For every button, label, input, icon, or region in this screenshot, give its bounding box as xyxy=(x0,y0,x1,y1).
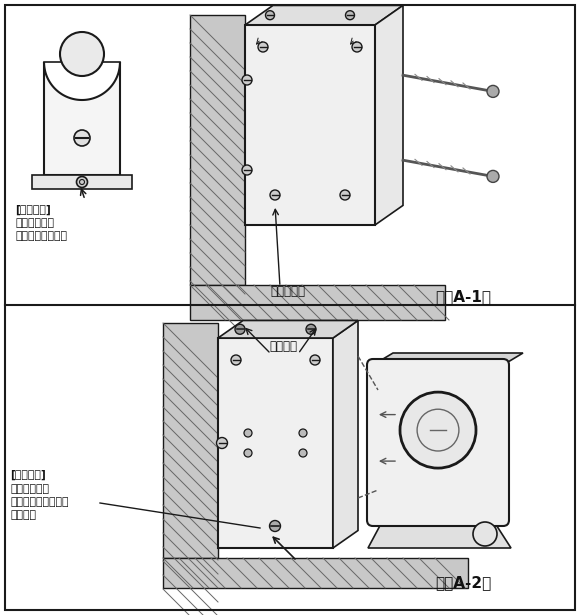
Circle shape xyxy=(400,392,476,468)
Bar xyxy=(190,15,245,285)
Polygon shape xyxy=(218,320,358,338)
Text: 固定する: 固定する xyxy=(10,510,36,520)
Bar xyxy=(218,338,333,548)
Circle shape xyxy=(242,165,252,175)
Circle shape xyxy=(244,449,252,457)
Circle shape xyxy=(346,10,354,20)
Text: [本体下部]: [本体下部] xyxy=(15,205,51,215)
Circle shape xyxy=(299,449,307,457)
Text: （図A-1）: （図A-1） xyxy=(435,289,491,304)
Circle shape xyxy=(60,32,104,76)
Polygon shape xyxy=(245,6,403,25)
Text: [本体下部]: [本体下部] xyxy=(10,470,46,480)
Text: ネジを締めて: ネジを締めて xyxy=(10,484,49,494)
Circle shape xyxy=(270,520,281,531)
Circle shape xyxy=(310,355,320,365)
Bar xyxy=(245,25,375,225)
Circle shape xyxy=(244,429,252,437)
Circle shape xyxy=(77,177,88,188)
Text: （図A-2）: （図A-2） xyxy=(435,575,491,590)
Circle shape xyxy=(487,170,499,183)
Circle shape xyxy=(231,355,241,365)
Text: 取付ベースと本体を: 取付ベースと本体を xyxy=(10,497,68,507)
Bar xyxy=(163,558,468,588)
Polygon shape xyxy=(44,62,120,175)
Text: はめ込む: はめ込む xyxy=(269,340,297,353)
Bar xyxy=(190,285,445,320)
Circle shape xyxy=(352,42,362,52)
Circle shape xyxy=(473,522,497,546)
Polygon shape xyxy=(368,520,511,548)
Circle shape xyxy=(299,429,307,437)
Circle shape xyxy=(258,42,268,52)
Circle shape xyxy=(340,190,350,200)
Circle shape xyxy=(74,130,90,146)
Circle shape xyxy=(235,324,245,334)
Polygon shape xyxy=(373,353,523,365)
Text: 下部ネジ穴: 下部ネジ穴 xyxy=(270,285,305,298)
Polygon shape xyxy=(333,320,358,548)
Circle shape xyxy=(266,10,274,20)
Circle shape xyxy=(270,190,280,200)
Bar xyxy=(32,175,132,189)
Text: ネジを緩めて: ネジを緩めて xyxy=(15,218,54,228)
Circle shape xyxy=(306,324,316,334)
Bar xyxy=(163,323,218,558)
Polygon shape xyxy=(375,6,403,225)
Text: 取付ベースを外す: 取付ベースを外す xyxy=(15,231,67,241)
Circle shape xyxy=(242,75,252,85)
Circle shape xyxy=(487,85,499,97)
Circle shape xyxy=(216,437,227,448)
FancyBboxPatch shape xyxy=(367,359,509,526)
